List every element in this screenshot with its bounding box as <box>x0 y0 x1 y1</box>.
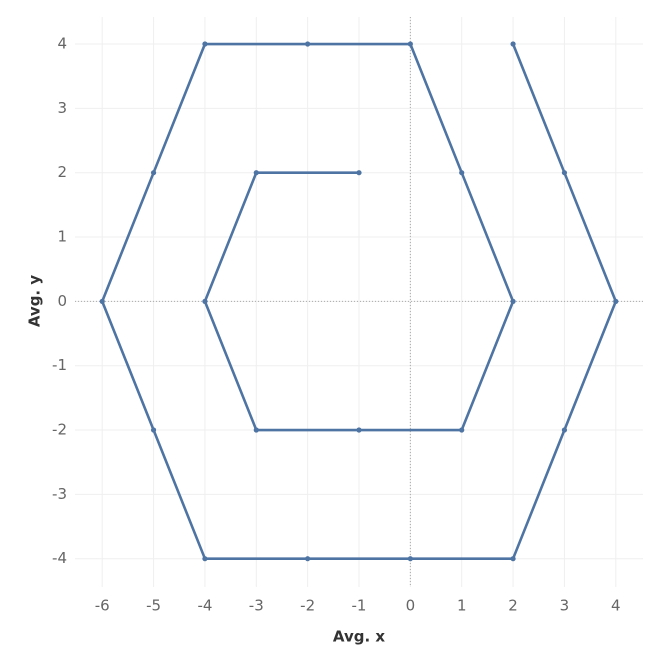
point <box>356 427 362 433</box>
x-tick-label: -1 <box>352 597 367 615</box>
x-tick-label: -6 <box>95 597 110 615</box>
point <box>305 41 311 47</box>
point <box>305 556 311 562</box>
point <box>459 170 465 176</box>
x-tick-label: 4 <box>611 597 621 615</box>
line <box>100 42 618 560</box>
y-tick-label: -3 <box>52 485 67 503</box>
point <box>510 298 516 304</box>
y-tick-label: 2 <box>57 163 67 181</box>
point <box>202 41 208 47</box>
point <box>561 170 568 176</box>
x-tick-label: 3 <box>560 597 570 615</box>
y-tick-label: -4 <box>52 549 67 567</box>
point <box>150 170 157 176</box>
x-tick-label: 1 <box>457 597 467 615</box>
point <box>459 427 465 433</box>
point <box>510 41 516 47</box>
point <box>407 41 413 47</box>
x-tick-label: -2 <box>300 597 315 615</box>
point <box>253 427 259 433</box>
point <box>561 427 568 433</box>
y-tick-label: 4 <box>57 35 67 53</box>
y-tick-label: -1 <box>52 356 67 374</box>
y-tick-label: 3 <box>57 99 67 117</box>
point <box>613 298 619 304</box>
point <box>407 556 413 562</box>
point <box>510 556 516 562</box>
y-tick-label: -2 <box>52 421 67 439</box>
x-tick-label: -3 <box>249 597 264 615</box>
point <box>202 556 208 562</box>
y-axis-title: Avg. y <box>26 275 44 328</box>
x-axis-title: Avg. x <box>333 628 386 646</box>
x-tick-label: 0 <box>406 597 416 615</box>
y-tick-label: 0 <box>57 292 67 310</box>
y-tick-label: 1 <box>57 228 67 246</box>
point <box>202 298 208 304</box>
x-tick-label: 2 <box>508 597 518 615</box>
point <box>356 170 362 176</box>
x-tick-label: -4 <box>197 597 212 615</box>
x-tick-label: -5 <box>146 597 161 615</box>
point <box>99 298 105 304</box>
point <box>150 427 157 433</box>
point <box>253 170 259 176</box>
